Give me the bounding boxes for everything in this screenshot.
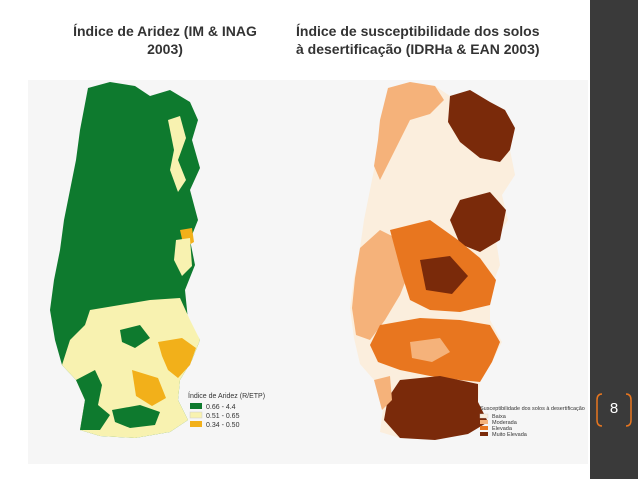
slide-sidebar xyxy=(590,0,638,479)
right-map-title-line2: à desertificação (IDRHa & EAN 2003) xyxy=(296,41,540,57)
left-map-title-line1: Índice de Aridez (IM & INAG xyxy=(73,23,257,39)
susceptibility-legend-label-4: Muito Elevada xyxy=(492,432,528,438)
susceptibility-legend-swatch-3 xyxy=(480,426,488,430)
aridity-legend-swatch-2 xyxy=(189,411,203,419)
right-map-title: Índice de susceptibilidade dos solos à d… xyxy=(296,22,586,58)
moderate-zone-south xyxy=(410,338,450,362)
moderate-zone-coast-sw xyxy=(374,376,392,410)
left-map-title: Índice de Aridez (IM & INAG 2003) xyxy=(40,22,290,58)
aridity-legend-title: Índice de Aridez (R/ETP) xyxy=(188,391,265,400)
moderate-zone-w xyxy=(352,230,410,340)
susceptibility-legend-label-1: Baixa xyxy=(492,414,507,420)
page-number: 8 xyxy=(609,400,619,417)
susceptibility-legend-swatch-1 xyxy=(479,413,489,419)
susceptibility-legend-label-3: Elevada xyxy=(492,426,513,432)
page-number-bracket-icon xyxy=(596,393,632,427)
aridity-map: Índice de Aridez (R/ETP) 0.66 - 4.4 0.51… xyxy=(50,82,265,438)
left-map-title-line2: 2003) xyxy=(147,41,183,57)
very-high-zone-e xyxy=(450,192,506,252)
aridity-legend-label-3: 0.34 - 0.50 xyxy=(206,422,240,429)
green-patch-mid xyxy=(120,325,150,348)
aridity-legend-swatch-1 xyxy=(190,403,202,409)
susceptibility-legend-swatch-4 xyxy=(480,432,488,436)
green-patch-s xyxy=(112,405,160,428)
susceptibility-legend-title: Susceptibilidade dos solos à desertifica… xyxy=(480,406,585,412)
moderate-zone-e xyxy=(174,238,192,276)
aridity-legend-label-1: 0.66 - 4.4 xyxy=(206,404,236,411)
right-map-title-line1: Índice de susceptibilidade dos solos xyxy=(296,23,540,39)
arid-zone-s xyxy=(132,370,166,406)
very-high-zone-south xyxy=(384,376,488,440)
arid-zone-se xyxy=(158,338,196,378)
aridity-legend-label-2: 0.51 - 0.65 xyxy=(206,413,240,420)
moderate-zone-nw xyxy=(374,82,444,180)
green-patch-sw xyxy=(76,370,110,430)
susceptibility-legend-label-2: Moderada xyxy=(492,420,518,426)
susceptibility-map: Susceptibilidade dos solos à desertifica… xyxy=(350,82,585,440)
moderate-zone-ne xyxy=(168,116,186,192)
very-high-zone-mid xyxy=(420,256,468,294)
susceptibility-legend-swatch-2 xyxy=(480,420,488,424)
very-high-zone-ne xyxy=(448,90,515,162)
aridity-legend-swatch-3 xyxy=(190,421,202,427)
